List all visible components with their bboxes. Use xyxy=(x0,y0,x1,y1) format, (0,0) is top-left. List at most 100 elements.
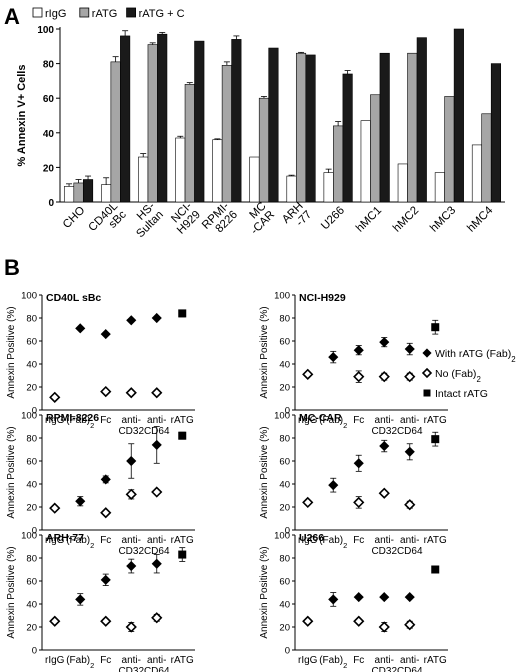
point-with-fab2 xyxy=(75,594,86,605)
bar xyxy=(212,139,223,203)
x-tick-label: anti- xyxy=(375,535,394,546)
point-no-fab2 xyxy=(404,371,416,383)
x-tick-label: rATG xyxy=(171,655,194,666)
y-tick-label: 80 xyxy=(279,554,290,565)
y-tick-label: 20 xyxy=(279,503,290,514)
point-no-fab2 xyxy=(421,367,433,379)
y-tick-label: 100 xyxy=(21,411,37,422)
y-tick-label: 0 xyxy=(32,526,37,537)
legend-label: No (Fab)2 xyxy=(435,368,481,384)
point-intact-ratg xyxy=(431,565,440,574)
y-tick-label-a: 20 xyxy=(43,163,55,174)
point-intact-ratg xyxy=(178,309,187,318)
point-with-fab2 xyxy=(353,592,364,603)
point-no-fab2 xyxy=(49,502,61,514)
x-tick-label: anti- xyxy=(147,415,166,426)
y-tick-label-a: 100 xyxy=(37,25,54,36)
y-axis-label: Annexin Positive (%) xyxy=(6,426,17,518)
point-with-fab2 xyxy=(404,446,415,457)
category-label: HS-Sultan xyxy=(126,200,166,240)
bar xyxy=(258,97,270,203)
category-label: RPMI-8226 xyxy=(200,200,240,240)
point-no-fab2 xyxy=(302,368,314,380)
y-tick-label-a: 80 xyxy=(43,60,55,71)
bar xyxy=(147,44,158,203)
y-tick-label: 80 xyxy=(279,314,290,325)
y-tick-label: 60 xyxy=(279,457,290,468)
point-no-fab2 xyxy=(378,487,390,499)
bar xyxy=(175,137,186,203)
x-tick-label: rATG xyxy=(171,415,194,426)
y-tick-label: 20 xyxy=(26,503,37,514)
x-tick-label: anti- xyxy=(400,415,419,426)
x-tick-label: anti- xyxy=(400,535,419,546)
bar xyxy=(295,52,307,203)
bar xyxy=(286,175,297,203)
y-axis-label: Annexin Positive (%) xyxy=(6,546,17,638)
x-tick-label: (Fab)2 xyxy=(319,535,347,550)
y-axis-label: Annexin Positive (%) xyxy=(259,426,270,518)
point-no-fab2 xyxy=(378,621,390,633)
x-tick-label: rIgG xyxy=(298,415,318,426)
y-tick-label: 0 xyxy=(285,526,290,537)
y-tick-label: 40 xyxy=(279,600,290,611)
y-tick-label: 0 xyxy=(32,406,37,417)
point-with-fab2 xyxy=(151,312,162,324)
subplot-title: NCI-H929 xyxy=(299,292,346,304)
legend-swatch-2 xyxy=(79,7,90,18)
y-tick-label: 0 xyxy=(285,646,290,657)
point-no-fab2 xyxy=(100,615,112,627)
x-tick-label: anti- xyxy=(147,655,166,666)
bar xyxy=(73,182,84,203)
point-with-fab2 xyxy=(379,592,390,603)
bar xyxy=(194,40,205,203)
x-tick-label: Fc xyxy=(353,415,364,426)
point-with-fab2 xyxy=(151,439,162,450)
bar xyxy=(444,96,455,203)
point-with-fab2 xyxy=(75,323,86,334)
x-tick-label: Fc xyxy=(100,535,111,546)
y-tick-label: 20 xyxy=(279,623,290,634)
point-with-fab2 xyxy=(75,496,86,507)
subplot-title: RPMI-8226 xyxy=(46,412,99,424)
y-tick-label: 40 xyxy=(26,600,37,611)
point-no-fab2 xyxy=(353,496,365,509)
bar xyxy=(82,179,94,203)
y-tick-label-a: 0 xyxy=(48,198,54,209)
y-axis-label: Annexin Positive (%) xyxy=(6,306,17,398)
x-tick-label: anti- xyxy=(122,535,141,546)
point-no-fab2 xyxy=(302,496,314,509)
y-tick-label: 60 xyxy=(26,577,37,588)
point-with-fab2 xyxy=(328,480,339,491)
bar xyxy=(342,73,353,203)
point-no-fab2 xyxy=(100,385,112,398)
bar xyxy=(101,184,112,203)
y-tick-label: 40 xyxy=(279,360,290,371)
point-with-fab2 xyxy=(126,455,137,467)
bar xyxy=(138,156,149,203)
bar xyxy=(397,163,408,203)
x-tick-label: Fc xyxy=(100,415,111,426)
x-tick-label: anti- xyxy=(375,415,394,426)
bar xyxy=(379,52,390,203)
category-label: hMC4 xyxy=(465,204,496,235)
y-tick-label: 0 xyxy=(32,646,37,657)
point-with-fab2 xyxy=(353,345,364,356)
subplot-title: MC-CAR xyxy=(299,412,342,424)
category-label: ARH-77 xyxy=(280,200,314,234)
y-tick-label: 100 xyxy=(274,291,290,302)
x-tick-label: CD64 xyxy=(397,546,423,557)
x-tick-label: (Fab)2 xyxy=(66,415,94,430)
x-tick-label: anti- xyxy=(122,655,141,666)
subplot-title: ARH-77 xyxy=(46,532,84,544)
x-tick-label: CD32 xyxy=(371,426,397,437)
point-with-fab2 xyxy=(100,329,111,340)
panel-label-b: B xyxy=(4,255,20,280)
legend-a: rIgG rATG rATG + C xyxy=(32,7,185,20)
y-tick-label: 100 xyxy=(274,411,290,422)
x-tick-label: (Fab)2 xyxy=(66,655,94,670)
point-no-fab2 xyxy=(302,615,314,627)
y-tick-label-a: 60 xyxy=(43,94,55,105)
